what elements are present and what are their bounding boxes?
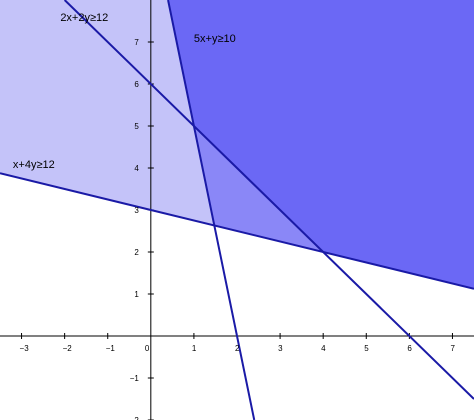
x-tick-label: 3 <box>278 344 283 353</box>
x-tick-label: −3 <box>20 344 30 353</box>
y-tick-label: 3 <box>134 206 139 215</box>
line-label-3: x+4y≥12 <box>13 159 55 171</box>
y-tick-label: 7 <box>134 38 139 47</box>
line-labels: 2x+2y≥12 5x+y≥10 x+4y≥12 <box>13 12 236 171</box>
x-tick-label: 6 <box>407 344 412 353</box>
line-label-2: 5x+y≥10 <box>194 33 236 45</box>
y-tick-label: 5 <box>134 122 139 131</box>
x-tick-label: 0 <box>145 344 150 353</box>
boundary-line-2 <box>167 0 256 420</box>
y-tick-label: 2 <box>134 248 139 257</box>
line-label-1: 2x+2y≥12 <box>60 12 108 24</box>
x-tick-label: 4 <box>321 344 326 353</box>
x-tick-label: −1 <box>106 344 116 353</box>
tick-labels: −3 −2 −1 0 1 2 3 4 5 6 7 −2 −1 1 2 3 4 5 6 7 <box>20 38 456 420</box>
x-tick-label: 1 <box>192 344 197 353</box>
y-tick-label: 6 <box>134 80 139 89</box>
x-tick-label: 5 <box>364 344 369 353</box>
shaded-regions <box>0 0 474 289</box>
y-tick-label: 1 <box>134 290 139 299</box>
y-tick-label: 4 <box>134 164 139 173</box>
boundary-line-3 <box>0 172 474 290</box>
x-tick-label: −2 <box>63 344 73 353</box>
y-tick-label: −2 <box>130 416 140 420</box>
region-1 <box>168 0 474 289</box>
boundary-line-1 <box>63 0 474 400</box>
x-tick-label: 7 <box>450 344 455 353</box>
y-tick-label: −1 <box>130 374 140 383</box>
x-tick-label: 2 <box>235 344 240 353</box>
